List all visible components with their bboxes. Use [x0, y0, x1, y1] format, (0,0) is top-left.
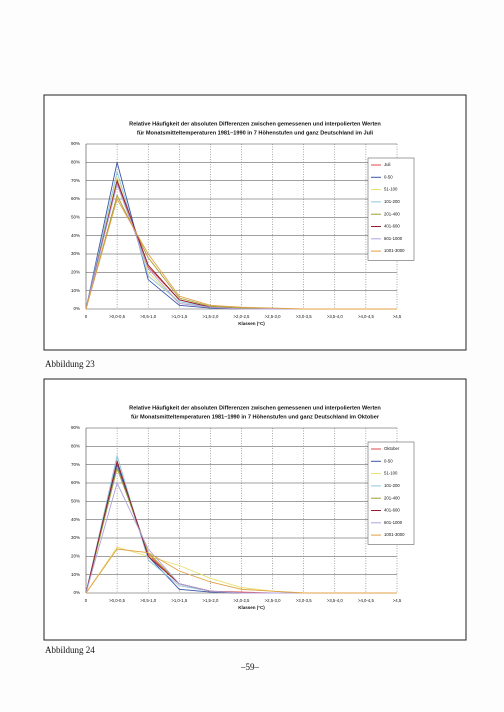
- x-tick-label: >0,0-0,5: [109, 598, 125, 603]
- legend-label: 401-600: [384, 224, 400, 229]
- chart-subtitle: für Monatsmitteltemperaturen 1981–1990 i…: [131, 414, 380, 420]
- y-tick-label: 20%: [71, 270, 80, 275]
- series-line: [85, 548, 397, 594]
- legend-label: 51-100: [384, 187, 398, 192]
- caption: Abbildung 23: [45, 359, 95, 369]
- y-tick-label: 60%: [71, 480, 80, 485]
- x-tick-label: >2,5-3,0: [265, 314, 281, 319]
- y-tick-label: 10%: [71, 288, 80, 293]
- x-tick-label: >3,5-4,0: [327, 314, 343, 319]
- x-tick-label: >4,0-4,5: [358, 314, 374, 319]
- y-tick-label: 0%: [73, 306, 80, 311]
- y-tick-label: 0%: [73, 590, 80, 595]
- x-tick-label: 0: [85, 314, 88, 319]
- legend-label: 201-400: [384, 211, 400, 216]
- legend-label: 0-50: [384, 174, 393, 179]
- y-tick-label: 50%: [71, 215, 80, 220]
- x-tick-label: >1,5-2,0: [202, 598, 218, 603]
- legend-label: Juli: [384, 162, 390, 167]
- x-axis-label: Klassen (°C): [238, 605, 265, 610]
- y-tick-label: 40%: [71, 233, 80, 238]
- series-line: [85, 197, 397, 310]
- legend-label: 601-1000: [384, 520, 403, 525]
- chart-title: Relative Häufigkeit der absoluten Differ…: [129, 121, 381, 127]
- x-tick-label: >4,0-4,5: [358, 598, 374, 603]
- x-tick-label: >2,0-2,5: [234, 598, 250, 603]
- legend-label: 201-400: [384, 495, 400, 500]
- y-tick-label: 40%: [71, 517, 80, 522]
- legend-box: [367, 157, 415, 261]
- x-tick-label: >1,5-2,0: [202, 314, 218, 319]
- y-tick-label: 30%: [71, 251, 80, 256]
- y-tick-label: 10%: [71, 572, 80, 577]
- x-tick-label: >1,0-1,5: [171, 314, 187, 319]
- x-tick-label: >2,0-2,5: [234, 314, 250, 319]
- x-tick-label: >0,0-0,5: [109, 314, 125, 319]
- y-tick-label: 20%: [71, 554, 80, 559]
- y-tick-label: 80%: [71, 444, 80, 449]
- x-tick-label: >3,0-3,5: [296, 598, 312, 603]
- y-tick-label: 70%: [71, 462, 80, 467]
- x-tick-label: >0,5-1,0: [140, 314, 156, 319]
- legend-label: 1001-3000: [384, 248, 405, 253]
- x-tick-label: >3,5-4,0: [327, 598, 343, 603]
- legend-label: 401-600: [384, 508, 400, 513]
- legend-label: 0-50: [384, 458, 393, 463]
- x-tick-label: 0: [85, 598, 88, 603]
- chart-title: Relative Häufigkeit der absoluten Differ…: [129, 405, 381, 411]
- legend-label: 101-200: [384, 483, 400, 488]
- legend-label: 601-1000: [384, 236, 403, 241]
- y-tick-label: 80%: [71, 160, 80, 165]
- x-tick-label: >1,0-1,5: [171, 598, 187, 603]
- caption: Abbildung 24: [45, 645, 95, 655]
- x-tick-label: >4,5: [393, 314, 402, 319]
- legend-box: [367, 441, 415, 545]
- x-tick-label: >4,5: [393, 598, 402, 603]
- x-axis-label: Klassen (°C): [238, 321, 265, 326]
- legend-label: 1001-3000: [384, 532, 405, 537]
- legend-label: 51-100: [384, 471, 398, 476]
- chart-subtitle: für Monatsmitteltemperaturen 1981–1990 i…: [137, 130, 374, 136]
- y-tick-label: 70%: [71, 178, 80, 183]
- y-tick-label: 90%: [71, 425, 80, 430]
- legend-label: Oktober: [384, 446, 400, 451]
- y-tick-label: 90%: [71, 141, 80, 146]
- page-number: –59–: [240, 662, 260, 672]
- x-tick-label: >0,5-1,0: [140, 598, 156, 603]
- y-tick-label: 50%: [71, 499, 80, 504]
- legend-label: 101-200: [384, 199, 400, 204]
- x-tick-label: >3,0-3,5: [296, 314, 312, 319]
- y-tick-label: 30%: [71, 535, 80, 540]
- y-tick-label: 60%: [71, 196, 80, 201]
- x-tick-label: >2,5-3,0: [265, 598, 281, 603]
